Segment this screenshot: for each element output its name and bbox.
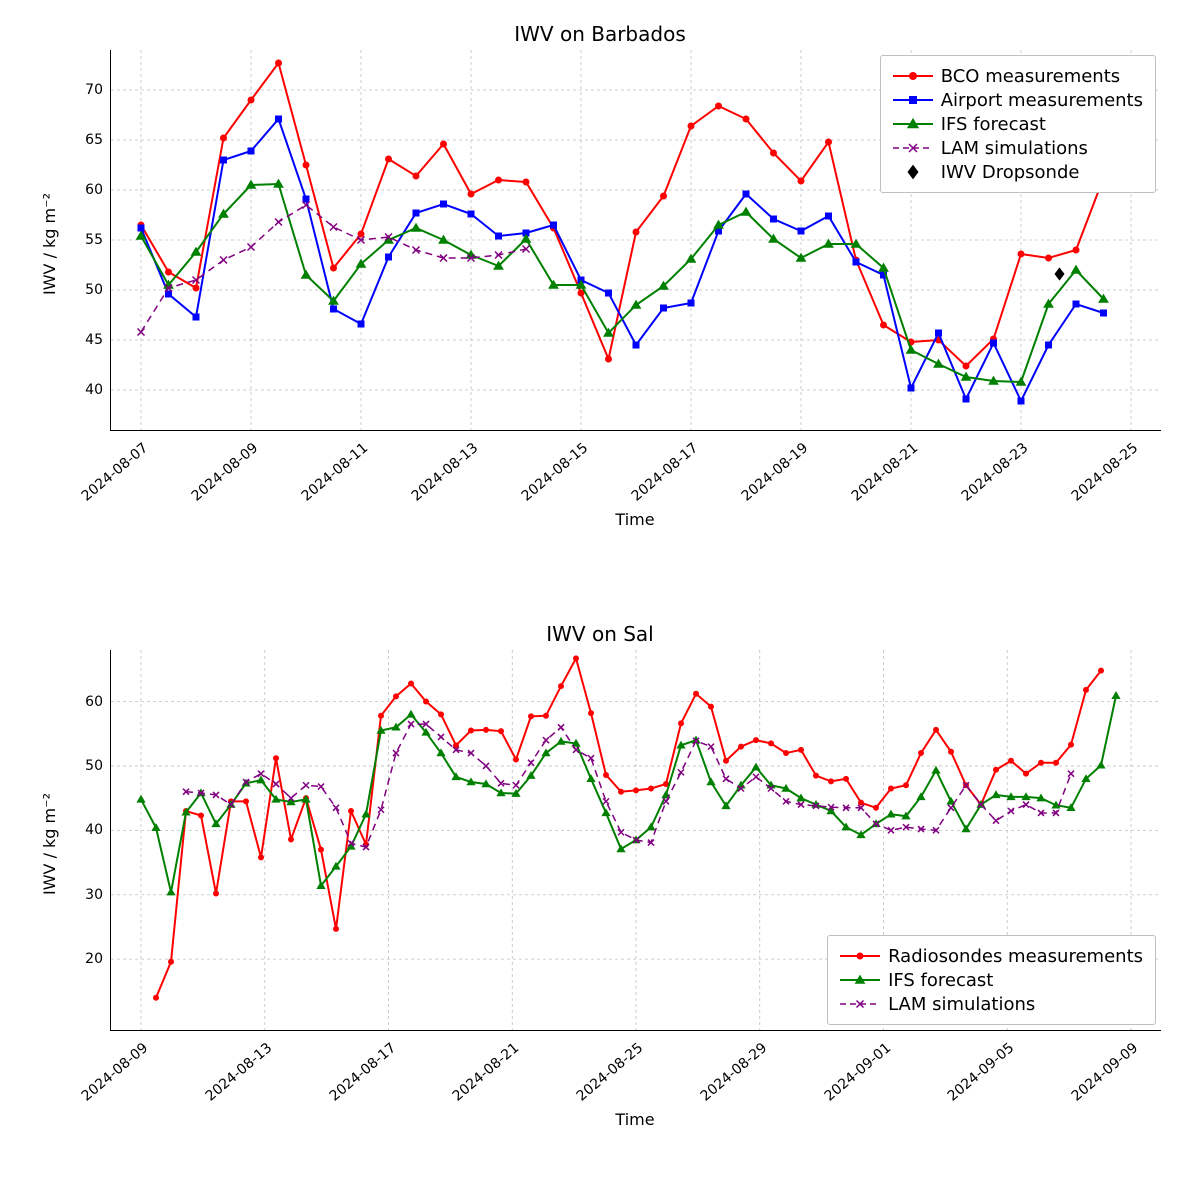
xtick-label: 2024-08-07 [79, 440, 152, 505]
ytick-label: 30 [85, 887, 111, 903]
legend-entry: IWV Dropsonde [893, 160, 1143, 184]
xtick-label: 2024-08-15 [519, 440, 592, 505]
ylabel-top: IWV / kg m⁻² [40, 193, 59, 295]
panel-sal: Radiosondes measurements IFS forecast LAM … [110, 650, 1161, 1031]
ylabel-bot: IWV / kg m⁻² [40, 793, 59, 895]
xtick-label: 2024-08-21 [450, 1040, 523, 1105]
legend-entry: IFS forecast [840, 968, 1143, 992]
figure: IWV on Barbados BCO measurements Airport … [0, 0, 1200, 1200]
legend-entry: IFS forecast [893, 112, 1143, 136]
ytick-label: 50 [85, 282, 111, 298]
legend-label: LAM simulations [941, 138, 1088, 159]
legend-label: IFS forecast [941, 114, 1046, 135]
legend-entry: Airport measurements [893, 88, 1143, 112]
xtick-label: 2024-08-17 [629, 440, 702, 505]
ytick-label: 45 [85, 332, 111, 348]
xtick-label: 2024-08-09 [79, 1040, 152, 1105]
xtick-label: 2024-08-13 [409, 440, 482, 505]
xtick-label: 2024-09-09 [1069, 1040, 1142, 1105]
legend-label: BCO measurements [941, 66, 1120, 87]
xtick-label: 2024-08-25 [574, 1040, 647, 1105]
xtick-label: 2024-08-19 [739, 440, 812, 505]
xtick-label: 2024-08-11 [299, 440, 372, 505]
xlabel-bot: Time [110, 1110, 1160, 1129]
ytick-label: 40 [85, 382, 111, 398]
xtick-label: 2024-08-23 [959, 440, 1032, 505]
xlabel-top: Time [110, 510, 1160, 529]
ytick-label: 40 [85, 822, 111, 838]
legend-top: BCO measurements Airport measurements IFS … [880, 55, 1156, 193]
xtick-label: 2024-09-01 [821, 1040, 894, 1105]
xtick-label: 2024-08-09 [189, 440, 262, 505]
title-top: IWV on Barbados [0, 22, 1200, 46]
ytick-label: 50 [85, 758, 111, 774]
title-bot: IWV on Sal [0, 622, 1200, 646]
xtick-label: 2024-09-05 [945, 1040, 1018, 1105]
xtick-label: 2024-08-17 [326, 1040, 399, 1105]
legend-bot: Radiosondes measurements IFS forecast LAM … [827, 935, 1156, 1025]
legend-entry: BCO measurements [893, 64, 1143, 88]
xtick-label: 2024-08-25 [1069, 440, 1142, 505]
xtick-label: 2024-08-13 [202, 1040, 275, 1105]
ytick-label: 55 [85, 232, 111, 248]
legend-label: Radiosondes measurements [888, 946, 1143, 967]
ytick-label: 20 [85, 951, 111, 967]
ytick-label: 60 [85, 182, 111, 198]
xtick-label: 2024-08-29 [697, 1040, 770, 1105]
xtick-label: 2024-08-21 [849, 440, 922, 505]
legend-label: LAM simulations [888, 994, 1035, 1015]
ytick-label: 60 [85, 694, 111, 710]
ytick-label: 70 [85, 82, 111, 98]
legend-label: Airport measurements [941, 90, 1143, 111]
legend-entry: Radiosondes measurements [840, 944, 1143, 968]
legend-label: IWV Dropsonde [941, 162, 1080, 183]
ytick-label: 65 [85, 132, 111, 148]
panel-barbados: BCO measurements Airport measurements IFS … [110, 50, 1161, 431]
legend-entry: LAM simulations [893, 136, 1143, 160]
legend-label: IFS forecast [888, 970, 993, 991]
legend-entry: LAM simulations [840, 992, 1143, 1016]
